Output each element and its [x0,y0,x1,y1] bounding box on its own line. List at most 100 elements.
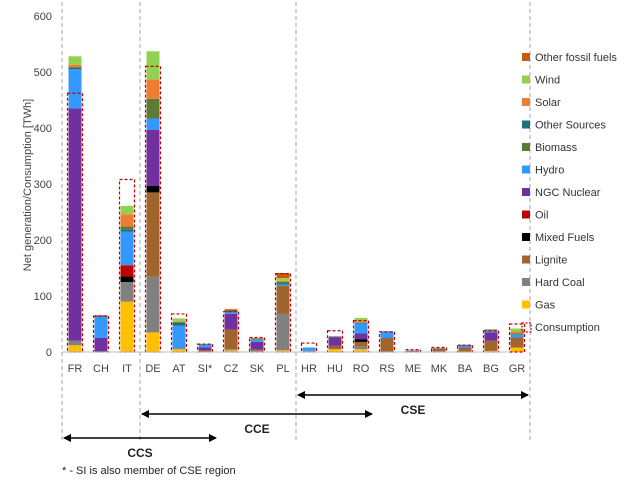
x-tick-label: RO [353,363,370,375]
x-tick-label: FR [68,363,83,375]
bar-segment-FR-solar [68,64,82,68]
bar-segment-DE-biomass [146,98,160,119]
bar-segment-IT-hard-coal [120,282,134,302]
bar-segment-PL-gas [276,350,290,352]
legend-label-other-sources: Other Sources [535,120,606,132]
x-tick-label: DE [145,363,160,375]
bar-segment-SI-lignite [198,350,212,352]
region-label-cse: CSE [401,403,426,417]
x-tick-label: HU [327,363,343,375]
bar-segment-RO-hard-coal [354,346,368,350]
region-label-ccs: CCS [127,446,152,460]
bar-segment-DE-hard-coal [146,276,160,333]
bar-segment-CZ-ngc-nuclear [224,313,238,330]
bar-segment-BG-wind [484,329,498,330]
x-tick-label: RS [379,363,394,375]
y-tick-label: 100 [34,291,52,303]
legend-label-solar: Solar [535,97,561,109]
bar-segment-SK-biomass [250,338,264,340]
bar-segment-IT-biomass [120,226,134,230]
bar-segment-GR-hydro [510,334,524,338]
bar-segment-CZ-lignite [224,329,238,350]
bar-segment-IT-wind [120,205,134,215]
bar-segment-PL-hydro [276,284,290,286]
x-tick-label: CH [93,363,109,375]
legend-swatch-solar [522,98,530,106]
bar-segment-SK-hydro [250,339,264,342]
bars [68,51,524,352]
bar-segment-CZ-hydro [224,312,238,314]
bar-segment-SK-ngc-nuclear [250,341,264,350]
legend-swatch-ngc-nuclear [522,188,530,196]
bar-segment-RO-wind [354,317,368,322]
consumption-marker-BG [482,330,500,353]
bar-segment-MK-hydro [432,348,446,349]
region-label-cce: CCE [244,422,269,436]
bar-segment-GR-other-sources [510,334,524,335]
bar-segment-PL-solar [276,280,290,282]
legend-swatch-hard-coal [522,278,530,286]
bar-segment-GR-biomass [510,333,524,335]
legend-swatch-gas [522,300,530,309]
bar-segment-SK-solar [250,338,264,339]
bar-segment-SI-ngc-nuclear [198,347,212,351]
bar-segment-DE-gas [146,332,160,352]
x-tick-label: CZ [224,363,239,375]
bar-segment-IT-oil [120,265,134,277]
legend-swatch-other-sources [522,120,530,129]
bar-segment-IT-hydro [120,231,134,266]
bar-segment-BG-solar [484,329,498,331]
bar-segment-ME-hydro [406,350,420,351]
legend-swatch-consumption [521,322,532,333]
bar-segment-HR-hydro [302,347,316,351]
legend-label-biomass: Biomass [535,142,578,154]
x-tick-label: SK [250,363,265,375]
bar-segment-FR-hydro [68,69,82,109]
footnote: * - SI is also member of CSE region [62,465,236,477]
consumption-marker-BA [456,344,474,353]
bar-segment-CH-hydro [94,316,108,338]
y-tick-label: 600 [34,11,52,23]
bar-segment-IT-gas [120,301,134,352]
x-tick-label: HR [301,363,317,375]
legend-label-hydro: Hydro [535,165,564,177]
legend-label-lignite: Lignite [535,255,567,267]
bar-segment-HR-hard-coal [302,350,316,352]
bar-segment-RS-lignite [380,338,394,352]
bar-segment-FR-hard-coal [68,340,82,346]
legend-swatch-other-fossil-fuels [522,53,530,61]
x-tick-label: BA [458,363,473,375]
bar-segment-BG-ngc-nuclear [484,332,498,341]
bar-segment-RO-solar [354,321,368,323]
legend-label-ngc-nuclear: NGC Nuclear [535,187,601,199]
bar-segment-RO-mixed-fuels [354,339,368,342]
legend-label-consumption: Consumption [535,322,600,334]
bar-segment-HU-biomass [328,336,342,337]
consumption-marker-DE [144,65,162,353]
bar-segment-AT-hydro [172,325,186,349]
bar-segment-FR-gas [68,345,82,352]
bar-segment-GR-gas [510,347,524,352]
bar-segment-BG-hydro [484,330,498,333]
bar-segment-BA-lignite [458,347,472,352]
bar-segment-PL-hard-coal [276,313,290,351]
bar-segment-AT-gas [172,349,186,352]
bar-segment-PL-other-fossil-fuels [276,273,290,279]
bar-segment-SK-other-sources [250,339,264,340]
bar-segment-ME-lignite [406,350,420,352]
consumption-marker-ME [404,349,422,353]
x-tick-label: GR [509,363,526,375]
legend-swatch-lignite [522,255,530,264]
bar-segment-RO-gas [354,349,368,352]
bar-segment-DE-mixed-fuels [146,185,160,193]
bar-segment-HU-other-sources [328,336,342,338]
consumption-marker-IT [118,178,136,353]
bar-segment-RO-other-sources [354,322,368,324]
bar-segment-AT-hard-coal [172,348,186,350]
bar-segment-PL-biomass [276,282,290,284]
bar-segment-AT-solar [172,321,186,322]
bar-segment-DE-lignite [146,192,160,277]
bar-segment-AT-other-sources [172,322,186,326]
consumption-marker-RO [352,320,370,353]
